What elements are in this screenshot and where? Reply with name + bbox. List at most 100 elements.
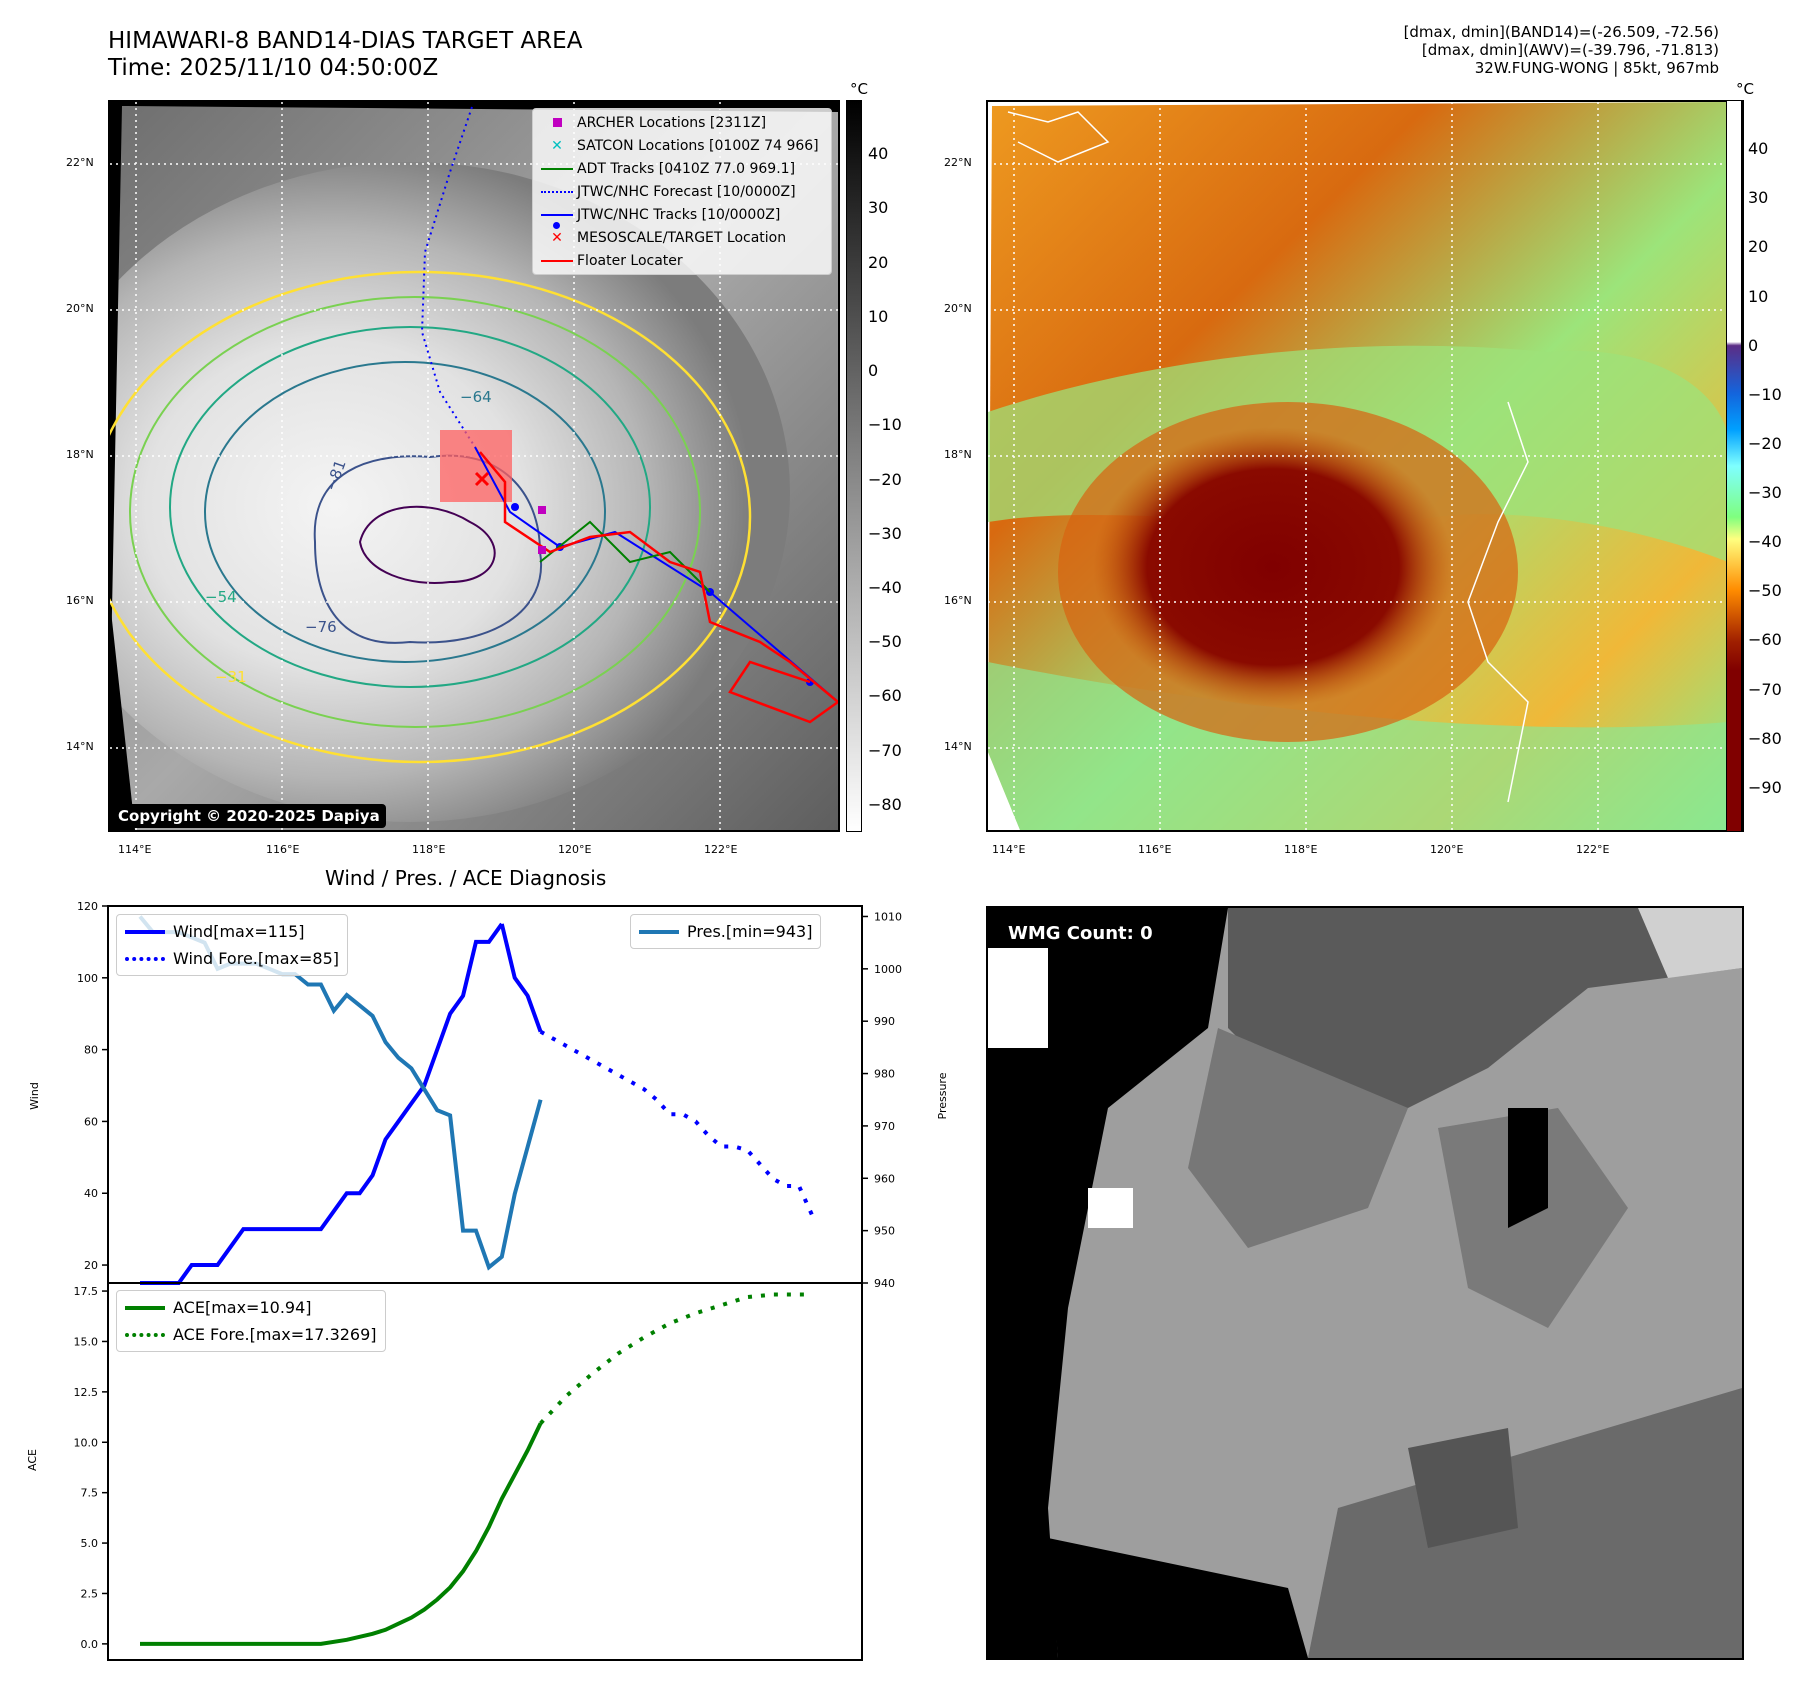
- ir-map-legend: ARCHER Locations [2311Z] ✕ SATCON Locati…: [532, 108, 832, 275]
- legend-item-jtwc-forecast: JTWC/NHC Forecast [10/0000Z]: [537, 180, 827, 203]
- wmg-dark-north: [1228, 908, 1742, 1108]
- awv-lon-label-118: 118°E: [1284, 843, 1318, 856]
- ace-tick-label: 10.0: [74, 1436, 99, 1449]
- contour-label-64: −64: [460, 388, 492, 406]
- legend-item-adt: ADT Tracks [0410Z 77.0 969.1]: [537, 157, 827, 180]
- wmg-dark-south: [1308, 1388, 1742, 1658]
- wmg-darker-patch: [1408, 1428, 1518, 1548]
- awv-lon-label-122: 122°E: [1576, 843, 1610, 856]
- awv-gridlines: [988, 102, 1742, 830]
- legend-label: ACE[max=10.94]: [173, 1298, 312, 1317]
- ace-plot-frame: [107, 1282, 863, 1661]
- info-line-2: [dmax, dmin](AWV)=(-39.796, -71.813): [1421, 41, 1719, 59]
- dotted-line-icon: [125, 1332, 165, 1337]
- wind-legend: Wind[max=115] Wind Fore.[max=85]: [116, 914, 348, 976]
- wind-tick-label: 20: [84, 1259, 98, 1272]
- title-line-2: Time: 2025/11/10 04:50:00Z: [108, 55, 439, 81]
- lon-label-120: 120°E: [558, 843, 592, 856]
- legend-label: JTWC/NHC Forecast [10/0000Z]: [577, 183, 796, 200]
- legend-item-wind: Wind[max=115]: [125, 918, 339, 945]
- legend-item-mesoscale: ✕ MESOSCALE/TARGET Location: [537, 226, 827, 249]
- lat-label-14: 14°N: [66, 740, 94, 753]
- solid-line-icon: [125, 1305, 165, 1310]
- wmg-svg: [988, 908, 1742, 1658]
- ir-colorbar-tick: −80: [868, 794, 902, 814]
- dotted-line-icon: [125, 956, 165, 961]
- awv-colorbar-tick: −90: [1748, 777, 1782, 797]
- coastline-north: [1007, 111, 1110, 163]
- pressure-tick-label: 960: [874, 1172, 895, 1185]
- coastline: [1467, 401, 1529, 803]
- ir-colorbar-tick: −40: [868, 578, 902, 597]
- pressure-tick-label: 1000: [874, 963, 902, 976]
- awv-colorbar-unit: °C: [1736, 80, 1754, 98]
- ir-colorbar-tick: −70: [868, 740, 902, 760]
- contour-label-54: −54: [205, 588, 237, 606]
- awv-colorbar-tick: 20: [1748, 237, 1769, 257]
- pressure-tick-label: 940: [874, 1277, 895, 1290]
- awv-map-panel: [986, 100, 1744, 832]
- legend-label: SATCON Locations [0100Z 74 966]: [577, 137, 819, 154]
- series-line-wind-max-cont-: [499, 923, 543, 1033]
- ir-colorbar-tick: 30: [868, 198, 889, 218]
- dotted-line-icon: [537, 190, 577, 193]
- legend-label: Wind[max=115]: [173, 922, 305, 941]
- awv-map-svg: [988, 102, 1742, 830]
- info-line-1: [dmax, dmin](BAND14)=(-26.509, -72.56): [1403, 23, 1719, 41]
- ir-colorbar-tick: −60: [868, 686, 902, 706]
- pressure-legend: Pres.[min=943]: [630, 914, 822, 949]
- series-line-wind-max-: [140, 922, 504, 1285]
- pressure-tick-label: 950: [874, 1225, 895, 1238]
- wind-tick-label: 100: [77, 972, 98, 985]
- legend-label: MESOSCALE/TARGET Location: [577, 229, 787, 246]
- pressure-tick-label: 1010: [874, 910, 902, 923]
- awv-lat-label-22: 22°N: [944, 156, 972, 169]
- awv-colorbar-tick: −20: [1748, 433, 1782, 453]
- solid-line-icon: [537, 167, 577, 170]
- ace-chart: 0.0 2.5 5.0 7.5 10.0 12.5 15.0 17.5: [74, 1282, 863, 1661]
- legend-label: Wind Fore.[max=85]: [173, 949, 339, 968]
- ir-colorbar-tick: 0: [868, 361, 879, 381]
- awv-colorbar-tick: −80: [1748, 728, 1782, 748]
- legend-label: JTWC/NHC Tracks [10/0000Z]: [577, 206, 781, 223]
- awv-colorbar: [1726, 100, 1742, 832]
- ir-map-panel: −81 −76 −64 −54 −31 ARCHER Locations [23…: [108, 100, 840, 832]
- solid-line-icon: [537, 259, 577, 262]
- figure-title: HIMAWARI-8 BAND14-DIAS TARGET AREA Time:…: [108, 28, 582, 82]
- awv-colorbar-tick: 30: [1748, 188, 1769, 208]
- lat-label-18: 18°N: [66, 448, 94, 461]
- diagnosis-charts: 20 40 60 80 100 120 940 950 960 970 980 990 1000 1010…: [26, 900, 949, 1661]
- awv-lat-label-16: 16°N: [944, 594, 972, 607]
- awv-lat-label-20: 20°N: [944, 302, 972, 315]
- archer-marker: [538, 506, 546, 514]
- ir-colorbar-tick: −50: [868, 632, 902, 652]
- wmg-white-patch: [988, 948, 1048, 1048]
- wind-tick-label: 120: [77, 900, 98, 913]
- legend-item-jtwc-tracks: JTWC/NHC Tracks [10/0000Z]: [537, 203, 827, 229]
- x-marker-icon: ✕: [551, 229, 563, 246]
- awv-colorbar-tick: 40: [1748, 139, 1769, 159]
- lon-label-118: 118°E: [412, 843, 446, 856]
- legend-label: Floater Locater: [577, 252, 683, 269]
- series-line-ace-max-: [140, 1422, 543, 1646]
- legend-item-satcon: ✕ SATCON Locations [0100Z 74 966]: [537, 134, 827, 157]
- diagnosis-chart-title: Wind / Pres. / ACE Diagnosis: [325, 866, 607, 890]
- wind-tick-label: 60: [84, 1115, 98, 1128]
- mesoscale-target-marker: [474, 471, 490, 487]
- pressure-axis-label: Pressure: [936, 1072, 949, 1119]
- ace-legend: ACE[max=10.94] ACE Fore.[max=17.3269]: [116, 1290, 386, 1352]
- legend-label: ARCHER Locations [2311Z]: [577, 114, 767, 131]
- ace-tick-label: 5.0: [81, 1537, 99, 1550]
- awv-lon-label-120: 120°E: [1430, 843, 1464, 856]
- awv-core: [1093, 427, 1453, 707]
- contour-label-31: −31: [215, 668, 247, 686]
- info-line-3: 32W.FUNG-WONG | 85kt, 967mb: [1474, 59, 1719, 77]
- wmg-mid-gray-2: [1438, 1108, 1628, 1328]
- legend-item-ace-forecast: ACE Fore.[max=17.3269]: [125, 1321, 377, 1348]
- ir-colorbar-tick: −10: [868, 415, 902, 435]
- ir-colorbar-tick: 40: [868, 144, 889, 164]
- ace-tick-label: 17.5: [74, 1285, 99, 1298]
- contour-label-76: −76: [305, 618, 337, 636]
- solid-line-icon: [639, 929, 679, 934]
- ir-colorbar-tick: 20: [868, 252, 889, 272]
